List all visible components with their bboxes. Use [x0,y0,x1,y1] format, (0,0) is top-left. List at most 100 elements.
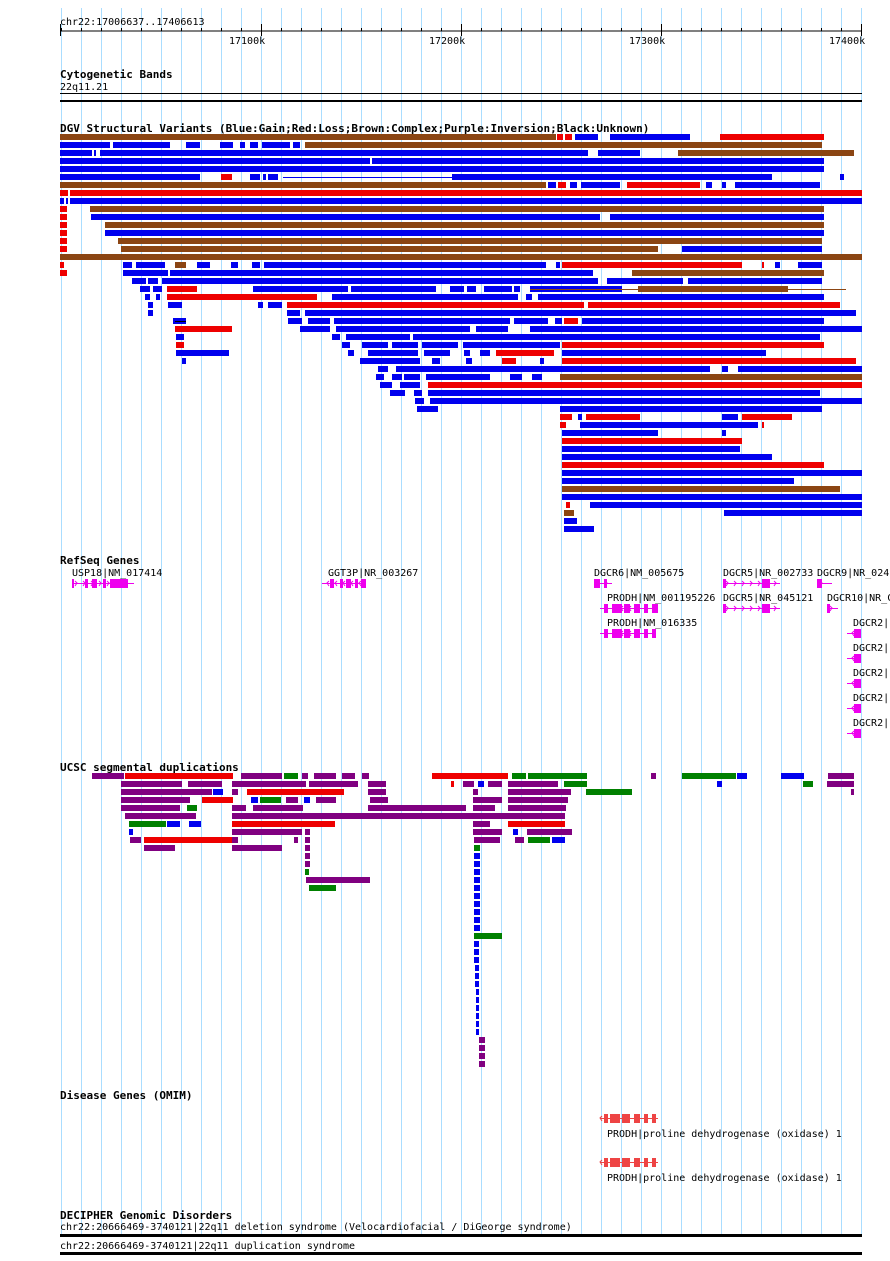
dgv-variant[interactable] [60,238,67,244]
segdup-feature[interactable] [305,845,310,851]
omim-gene-models[interactable] [599,1114,658,1167]
segdup-feature[interactable] [309,781,358,787]
dgv-variant[interactable] [70,190,862,196]
gene-exon[interactable] [854,704,861,713]
segdup-feature[interactable] [305,869,309,875]
segdup-feature[interactable] [305,853,310,859]
gene-exon[interactable] [355,579,358,588]
dgv-variant[interactable] [610,134,690,140]
segdup-feature[interactable] [232,781,306,787]
dgv-variant[interactable] [176,342,184,348]
dgv-variant[interactable] [502,358,516,364]
segdup-feature[interactable] [474,917,480,923]
segdup-feature[interactable] [474,941,479,947]
dgv-variant[interactable] [566,502,570,508]
segdup-feature[interactable] [368,805,466,811]
gene-exon[interactable] [594,579,600,588]
dgv-variant[interactable] [253,286,348,292]
dgv-variant[interactable] [263,174,266,180]
dgv-variant[interactable] [484,286,512,292]
dgv-variant[interactable] [558,182,566,188]
dgv-variant[interactable] [562,438,742,444]
dgv-variant[interactable] [240,142,245,148]
segdup-feature[interactable] [473,797,502,803]
dgv-variant[interactable] [562,494,862,500]
segdup-feature[interactable] [513,829,518,835]
dgv-variant[interactable] [392,374,402,380]
segdup-feature[interactable] [368,781,386,787]
dgv-variant[interactable] [556,262,560,268]
dgv-variant[interactable] [463,342,560,348]
segdup-feature[interactable] [527,829,572,835]
segdup-features[interactable] [92,773,854,1067]
segdup-feature[interactable] [129,821,166,827]
dgv-variant[interactable] [113,142,170,148]
dgv-variant[interactable] [268,174,278,180]
dgv-variant[interactable] [392,342,418,348]
omim-exon[interactable] [622,1158,630,1167]
segdup-feature[interactable] [682,773,736,779]
segdup-feature[interactable] [474,957,479,963]
decipher-label[interactable]: chr22:20666469-3740121|22q11 deletion sy… [60,1222,572,1233]
dgv-variant[interactable] [118,238,822,244]
dgv-variant[interactable] [60,182,546,188]
segdup-feature[interactable] [251,797,258,803]
dgv-variant[interactable] [376,374,384,380]
omim-exon[interactable] [610,1114,620,1123]
gene-exon[interactable] [624,629,630,638]
dgv-variant[interactable] [415,398,424,404]
dgv-variant[interactable] [548,182,556,188]
dgv-variant[interactable] [562,478,794,484]
dgv-variant[interactable] [336,326,470,332]
dgv-variant[interactable] [60,254,862,260]
segdup-feature[interactable] [125,773,233,779]
dgv-variant[interactable] [598,150,640,156]
dgv-variant[interactable] [332,334,340,340]
segdup-feature[interactable] [717,781,722,787]
dgv-variant[interactable] [372,158,824,164]
dgv-variant[interactable] [424,350,450,356]
gene-exon[interactable] [340,579,343,588]
dgv-variant[interactable] [60,246,67,252]
dgv-variant[interactable] [735,182,820,188]
dgv-variant[interactable] [231,262,238,268]
gene-exon[interactable] [854,654,861,663]
decipher-label[interactable]: chr22:20666469-3740121|22q11 duplication… [60,1241,355,1252]
dgv-variant[interactable] [378,366,388,372]
dgv-variant[interactable] [175,326,232,332]
omim-exon[interactable] [604,1114,608,1123]
segdup-feature[interactable] [314,773,336,779]
dgv-variant[interactable] [562,462,824,468]
track-decipher[interactable]: DECIPHER Genomic Disorders chr22:2066646… [60,1209,862,1255]
track-omim[interactable]: Disease Genes (OMIM) PRODH|proline dehyd… [60,1089,842,1184]
dgv-variant[interactable] [60,166,824,172]
dgv-variant[interactable] [60,174,200,180]
gene-exon[interactable] [110,579,128,588]
dgv-variant[interactable] [305,142,822,148]
segdup-feature[interactable] [232,789,238,795]
segdup-feature[interactable] [479,1061,485,1067]
dgv-variant[interactable] [167,294,317,300]
dgv-variant[interactable] [148,310,153,316]
gene-exon[interactable] [827,604,830,613]
segdup-feature[interactable] [144,845,175,851]
gene-exon[interactable] [103,579,106,588]
dgv-variant[interactable] [368,350,418,356]
dgv-variant[interactable] [148,302,153,308]
gene-models[interactable] [72,579,861,738]
dgv-variant[interactable] [121,246,658,252]
gene-exon[interactable] [762,579,770,588]
segdup-feature[interactable] [508,797,568,803]
segdup-feature[interactable] [309,885,336,891]
segdup-feature[interactable] [508,805,566,811]
dgv-variant[interactable] [60,198,64,204]
dgv-variant[interactable] [268,302,282,308]
dgv-variant[interactable] [762,422,764,428]
dgv-variant[interactable] [308,318,330,324]
decipher-bar[interactable] [60,1234,862,1237]
dgv-variant[interactable] [140,286,150,292]
dgv-variant[interactable] [562,486,840,492]
dgv-variant[interactable] [738,366,862,372]
dgv-variant[interactable] [532,374,542,380]
dgv-variant[interactable] [578,414,582,420]
